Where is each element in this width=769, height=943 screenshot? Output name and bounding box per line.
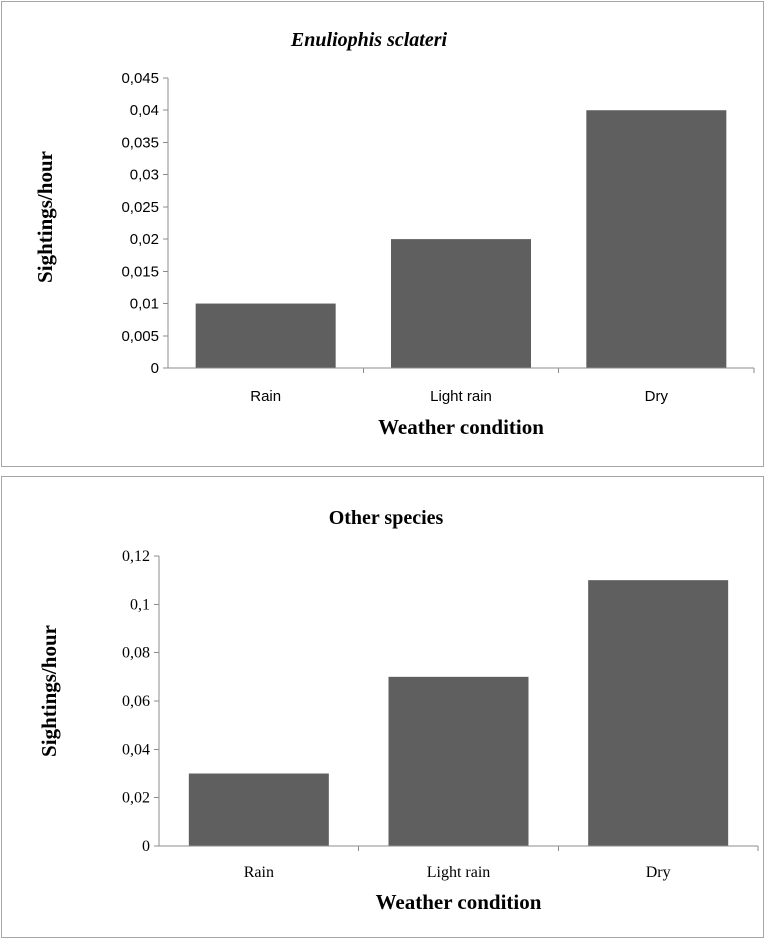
y-tick-label: 0,1 xyxy=(130,596,150,613)
y-tick-label: 0,06 xyxy=(122,693,150,710)
y-tick-label: 0,04 xyxy=(130,102,159,119)
x-tick-label: Light rain xyxy=(427,864,491,881)
x-tick-label: Rain xyxy=(244,864,274,881)
bar-dry xyxy=(588,580,729,846)
y-tick-label: 0,015 xyxy=(121,263,159,280)
bar-rain xyxy=(195,303,336,368)
bar-light-rain xyxy=(391,239,531,368)
chart-panel-enuliophis: Enuliophis sclateri Sightings/hour Weath… xyxy=(1,1,764,467)
y-tick-label: 0 xyxy=(151,360,159,377)
y-axis-label: Sightings/hour xyxy=(33,151,57,283)
y-tick-label: 0,12 xyxy=(122,548,150,565)
y-tick-label: 0,01 xyxy=(130,296,159,313)
plot-area: 0 0,005 0,01 0,015 0,02 0,025 0,03 0,035 0,04 0,0… xyxy=(121,70,755,405)
bar-rain xyxy=(188,773,329,846)
chart-enuliophis: Enuliophis sclateri Sightings/hour Weath… xyxy=(33,29,755,439)
y-tick-label: 0,08 xyxy=(122,645,150,662)
x-tick-label: Light rain xyxy=(430,388,492,405)
chart-other-species: Other species Sightings/hour Weather con… xyxy=(37,507,759,914)
bar-dry xyxy=(586,110,727,368)
x-tick-label: Dry xyxy=(645,388,669,405)
y-tick-label: 0,035 xyxy=(121,134,159,151)
chart-title: Other species xyxy=(329,507,444,529)
y-axis-label: Sightings/hour xyxy=(37,625,61,757)
chart-title: Enuliophis sclateri xyxy=(290,29,448,51)
y-tick-label: 0,02 xyxy=(122,790,150,807)
x-tick-label: Rain xyxy=(250,388,281,405)
x-axis-label: Weather condition xyxy=(378,415,544,439)
y-tick-label: 0,025 xyxy=(121,199,159,216)
bar-light-rain xyxy=(388,676,529,846)
chart-panel-other-species: Other species Sightings/hour Weather con… xyxy=(1,476,764,938)
y-tick-label: 0,045 xyxy=(121,70,159,87)
y-tick-label: 0,04 xyxy=(122,741,150,758)
x-axis-label: Weather condition xyxy=(376,890,542,914)
y-tick-label: 0,03 xyxy=(130,167,159,184)
y-tick-label: 0,02 xyxy=(130,231,159,248)
y-tick-label: 0 xyxy=(142,838,150,855)
y-tick-label: 0,005 xyxy=(121,328,159,345)
plot-area: 0 0,02 0,04 0,06 0,08 0,1 0,12 Rain Light rain Dr… xyxy=(122,548,759,881)
x-tick-label: Dry xyxy=(646,864,671,881)
